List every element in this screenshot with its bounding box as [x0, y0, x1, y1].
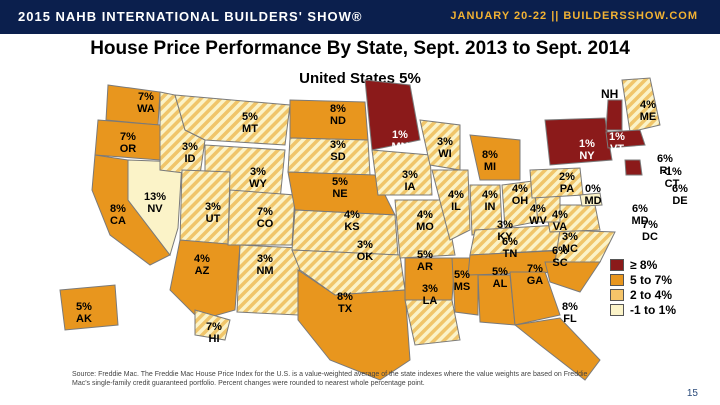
event-title: 2015 NAHB INTERNATIONAL BUILDERS' SHOW® [18, 9, 363, 24]
state-label-ri: 6% RI [657, 153, 673, 177]
legend-item: 5 to 7% [610, 273, 676, 287]
state-label-wi: 3% WI [437, 136, 453, 160]
state-label-mt: 5% MT [242, 111, 258, 135]
state-shape [394, 199, 456, 259]
state-shape [371, 149, 433, 196]
state-label-or: 7% OR [120, 131, 137, 155]
state-label-mo: 4% MO [416, 209, 434, 233]
state-label-ga: 7% GA [527, 263, 544, 287]
legend-swatch [610, 289, 624, 301]
legend-item: ≥ 8% [610, 258, 676, 272]
state-label-nd: 8% ND [330, 103, 346, 127]
nh-label: NH [601, 87, 619, 101]
state-shape [287, 137, 371, 176]
state-shape [579, 192, 603, 207]
state-shape [297, 269, 411, 381]
page-number: 15 [686, 388, 698, 399]
state-shape [289, 99, 369, 141]
page-title: House Price Performance By State, Sept. … [90, 38, 630, 59]
state-label-in: 4% IN [482, 189, 498, 213]
state-label-ne: 5% NE [332, 176, 348, 200]
legend-label: 5 to 7% [630, 273, 673, 287]
state-shape [174, 94, 291, 146]
legend-label: -1 to 1% [630, 303, 677, 317]
state-label-ca: 8% CA [110, 203, 126, 227]
state-shape [605, 129, 646, 149]
state-label-tn: 6% TN [502, 236, 518, 260]
state-shape [364, 79, 421, 151]
state-label-mi: 8% MI [482, 149, 498, 173]
state-label-wy: 3% WY [249, 166, 267, 190]
legend-swatch [610, 274, 624, 286]
state-shape [544, 117, 613, 166]
state-shape [624, 159, 643, 176]
source-note: Source: Freddie Mac. The Freddie Mac Hou… [72, 371, 588, 387]
state-label-ak: 5% AK [76, 301, 92, 325]
legend-label: 2 to 4% [630, 288, 673, 302]
state-label-ms: 5% MS [454, 269, 471, 293]
state-label-vt: 1% VT [609, 131, 625, 155]
state-shape [509, 271, 561, 326]
state-label-pa: 2% PA [559, 171, 575, 195]
state-label-ma: 4% MA [651, 131, 668, 155]
state-label-md: 0% MD [584, 183, 601, 207]
state-label-nc: 3% NC [562, 231, 578, 255]
state-label-sc: 6% SC [552, 245, 568, 269]
state-label-mn: 1% MN [391, 129, 408, 153]
state-shape [621, 77, 661, 133]
state-label-ut: 3% UT [205, 201, 221, 225]
state-shape [513, 317, 601, 381]
state-label-nv: 13% NV [144, 191, 166, 215]
legend-label: ≥ 8% [630, 258, 658, 272]
state-label-ar: 5% AR [417, 249, 433, 273]
state-label-fl: 8% FL [562, 301, 578, 325]
state-label-nj: 1% NJ [642, 173, 658, 197]
state-shape [469, 134, 521, 181]
state-shape [529, 167, 584, 199]
state-label-ny: 1% NY [579, 138, 595, 162]
state-shape [194, 309, 231, 341]
state-label-va: 4% VA [552, 209, 568, 233]
state-label-oh: 4% OH [512, 183, 529, 207]
state-label-ia: 3% IA [402, 169, 418, 193]
state-label-hi: 7% HI [206, 321, 222, 345]
state-shape [404, 299, 461, 346]
state-shape [431, 169, 471, 241]
state-label-la: 3% LA [422, 283, 438, 307]
state-label-al: 5% AL [492, 266, 508, 290]
state-shape [605, 99, 623, 131]
state-label-id: 3% ID [182, 141, 198, 165]
state-label-il: 4% IL [448, 189, 464, 213]
state-label-dc: 7% DC [642, 219, 658, 243]
legend-item: -1 to 1% [610, 303, 676, 317]
legend-swatch [610, 304, 624, 316]
state-label-ct: -1% CT [662, 166, 682, 190]
state-label-me: 4% ME [640, 99, 657, 123]
state-label-sd: 3% SD [330, 139, 346, 163]
state-label-wv: 4% WV [529, 203, 547, 227]
state-shape [59, 284, 119, 331]
legend-item: 2 to 4% [610, 288, 676, 302]
state-label-ok: 3% OK [357, 239, 374, 263]
legend-swatch [610, 259, 624, 271]
state-shape [169, 239, 241, 321]
map-legend: ≥ 8% 5 to 7% 2 to 4% -1 to 1% [610, 258, 676, 318]
state-label-az: 4% AZ [194, 253, 210, 277]
header-banner: 2015 NAHB INTERNATIONAL BUILDERS' SHOW® … [0, 0, 720, 34]
event-dates: JANUARY 20-22 || BUILDERSSHOW.COM [450, 10, 698, 22]
state-shape [544, 261, 601, 293]
state-label-ks: 4% KS [344, 209, 360, 233]
state-label-tx: 8% TX [337, 291, 353, 315]
state-label-de: 6% DE [672, 183, 688, 207]
state-label-md: 6% MD [631, 203, 648, 227]
state-label-wa: 7% WA [137, 91, 155, 115]
state-label-ky: 3% KY [497, 219, 513, 243]
state-label-co: 7% CO [257, 206, 274, 230]
state-label-nm: 3% NM [256, 253, 273, 277]
